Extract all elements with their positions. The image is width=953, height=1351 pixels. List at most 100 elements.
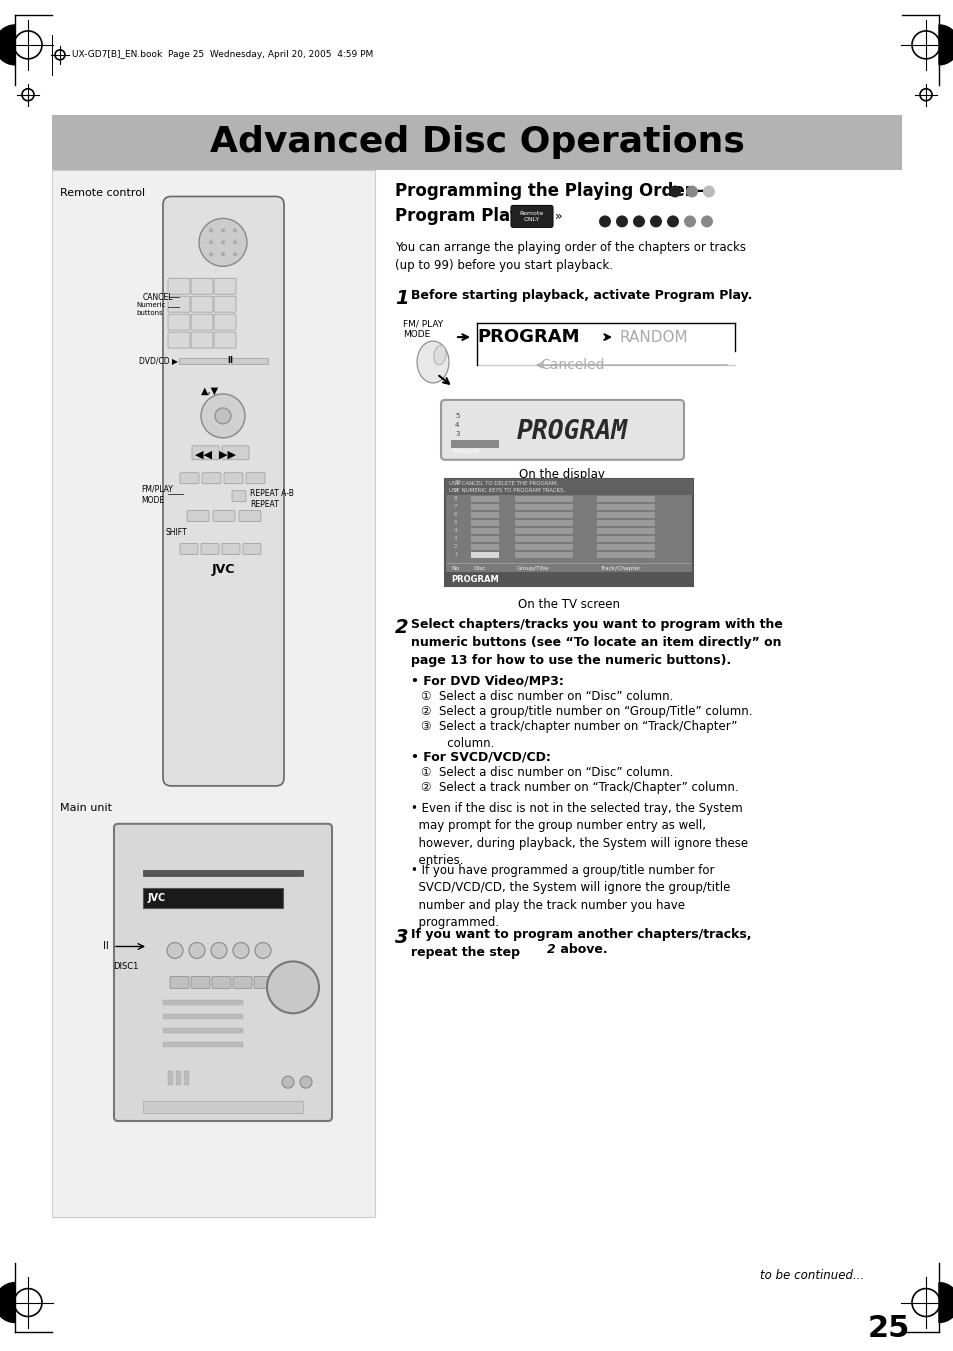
Circle shape xyxy=(233,240,236,245)
Bar xyxy=(515,543,573,550)
Circle shape xyxy=(221,228,225,232)
Text: 2: 2 xyxy=(454,544,457,549)
Text: 3: 3 xyxy=(455,431,459,436)
Bar xyxy=(143,1101,303,1113)
FancyBboxPatch shape xyxy=(213,332,235,349)
Text: Remote
ONLY: Remote ONLY xyxy=(519,211,543,222)
Circle shape xyxy=(668,185,680,197)
Text: On the TV screen: On the TV screen xyxy=(517,598,619,612)
Text: 25: 25 xyxy=(867,1315,909,1343)
Text: II: II xyxy=(227,355,233,365)
Circle shape xyxy=(201,394,245,438)
Text: No: No xyxy=(451,566,458,571)
Text: DVD/CD ▶: DVD/CD ▶ xyxy=(139,355,177,365)
Circle shape xyxy=(700,215,712,227)
FancyBboxPatch shape xyxy=(213,296,235,312)
Bar xyxy=(597,543,655,550)
Text: ③  Select a track/chapter number on “Track/Chapter”
       column.: ③ Select a track/chapter number on “Trac… xyxy=(420,720,737,750)
Text: FM/PLAY
MODE: FM/PLAY MODE xyxy=(141,485,172,505)
Circle shape xyxy=(233,943,249,958)
Circle shape xyxy=(209,240,213,245)
Text: • Even if the disc is not in the selected tray, the System
  may prompt for the : • Even if the disc is not in the selecte… xyxy=(411,802,747,867)
Wedge shape xyxy=(0,1282,15,1323)
Bar xyxy=(515,504,573,509)
Wedge shape xyxy=(0,24,15,65)
Text: Numeric
buttons: Numeric buttons xyxy=(136,303,165,316)
Text: RANDOM: RANDOM xyxy=(619,330,688,345)
Circle shape xyxy=(209,253,213,257)
Text: ②  Select a group/title number on “Group/Title” column.: ② Select a group/title number on “Group/… xyxy=(420,705,752,719)
FancyBboxPatch shape xyxy=(191,977,210,989)
Text: to be continued...: to be continued... xyxy=(760,1269,863,1282)
FancyBboxPatch shape xyxy=(168,296,190,312)
Bar xyxy=(515,512,573,517)
Circle shape xyxy=(221,253,225,257)
Text: II: II xyxy=(103,942,109,951)
FancyBboxPatch shape xyxy=(202,473,221,484)
Text: SHIFT: SHIFT xyxy=(166,528,188,538)
Circle shape xyxy=(633,215,644,227)
Text: Main unit: Main unit xyxy=(60,802,112,813)
Bar xyxy=(471,512,498,517)
Circle shape xyxy=(598,215,610,227)
Text: Before starting playback, activate Program Play.: Before starting playback, activate Progr… xyxy=(411,289,752,303)
Text: 9: 9 xyxy=(454,488,457,493)
Bar xyxy=(444,573,692,586)
Circle shape xyxy=(616,215,627,227)
Bar xyxy=(597,488,655,493)
Bar xyxy=(515,496,573,501)
Text: • If you have programmed a group/title number for
  SVCD/VCD/CD, the System will: • If you have programmed a group/title n… xyxy=(411,863,730,929)
Bar xyxy=(163,1000,243,1005)
Bar xyxy=(444,478,692,494)
Text: Canceled: Canceled xyxy=(539,358,604,372)
Bar xyxy=(52,169,375,1217)
Text: ①  Select a disc number on “Disc” column.: ① Select a disc number on “Disc” column. xyxy=(420,690,673,703)
Text: JVC: JVC xyxy=(212,563,234,576)
Text: • For DVD Video/MP3:: • For DVD Video/MP3: xyxy=(411,674,563,688)
Text: FM/ PLAY
MODE: FM/ PLAY MODE xyxy=(402,319,442,339)
FancyBboxPatch shape xyxy=(233,977,252,989)
Text: Remote control: Remote control xyxy=(60,188,145,197)
Circle shape xyxy=(685,185,698,197)
FancyBboxPatch shape xyxy=(232,490,246,501)
Circle shape xyxy=(211,943,227,958)
FancyBboxPatch shape xyxy=(163,196,284,786)
FancyBboxPatch shape xyxy=(170,977,189,989)
Text: ②  Select a track number on “Track/Chapter” column.: ② Select a track number on “Track/Chapte… xyxy=(420,781,738,794)
FancyBboxPatch shape xyxy=(224,473,243,484)
Bar xyxy=(168,1071,172,1085)
Bar xyxy=(163,1015,243,1019)
FancyBboxPatch shape xyxy=(213,315,235,330)
Text: above.: above. xyxy=(556,943,607,957)
Bar xyxy=(471,480,498,486)
Circle shape xyxy=(267,962,318,1013)
Text: 5: 5 xyxy=(454,520,457,526)
Text: 4: 4 xyxy=(454,528,457,534)
Text: UX-GD7[B]_EN.book  Page 25  Wednesday, April 20, 2005  4:59 PM: UX-GD7[B]_EN.book Page 25 Wednesday, Apr… xyxy=(71,50,373,59)
Bar xyxy=(444,478,692,586)
FancyBboxPatch shape xyxy=(213,278,235,295)
Circle shape xyxy=(299,1077,312,1088)
FancyBboxPatch shape xyxy=(113,824,332,1121)
Text: On the display: On the display xyxy=(518,467,604,481)
Text: USE NUMERIC KEYS TO PROGRAM TRACKS.: USE NUMERIC KEYS TO PROGRAM TRACKS. xyxy=(449,488,565,493)
Bar xyxy=(515,480,573,486)
Text: Program Play: Program Play xyxy=(395,208,520,226)
Bar xyxy=(597,551,655,558)
Bar xyxy=(597,512,655,517)
FancyBboxPatch shape xyxy=(213,511,234,521)
Circle shape xyxy=(199,219,247,266)
FancyBboxPatch shape xyxy=(222,543,240,554)
Text: PROGRAM: PROGRAM xyxy=(516,419,627,444)
Wedge shape xyxy=(938,1282,953,1323)
Text: Disc: Disc xyxy=(473,566,485,571)
Circle shape xyxy=(214,408,231,424)
Circle shape xyxy=(167,943,183,958)
Text: USE CANCEL TO DELETE THE PROGRAM.: USE CANCEL TO DELETE THE PROGRAM. xyxy=(449,481,558,486)
FancyBboxPatch shape xyxy=(222,446,249,459)
FancyBboxPatch shape xyxy=(191,332,213,349)
FancyBboxPatch shape xyxy=(180,473,199,484)
Circle shape xyxy=(666,215,679,227)
Text: 3: 3 xyxy=(454,536,457,540)
FancyBboxPatch shape xyxy=(253,977,273,989)
